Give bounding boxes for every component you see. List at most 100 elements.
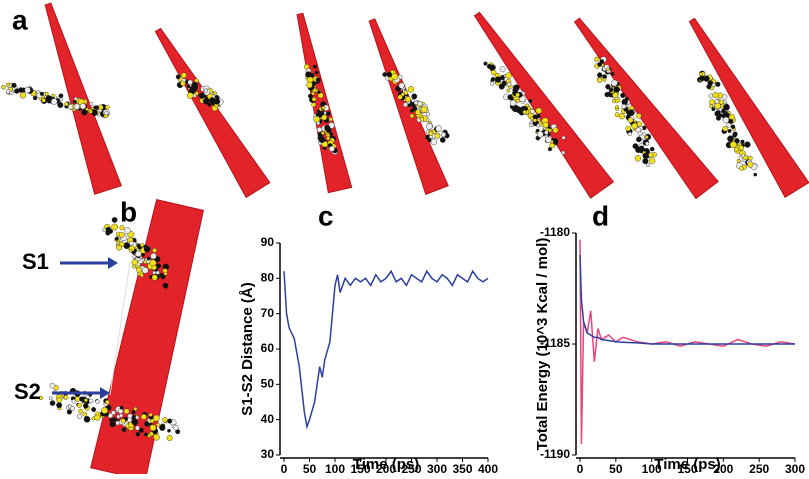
atom [621, 104, 627, 109]
atom [49, 400, 56, 406]
atom [136, 267, 142, 273]
atom [39, 91, 44, 96]
atom [152, 247, 158, 253]
atom [149, 431, 154, 437]
atom [535, 107, 542, 114]
atom [606, 67, 610, 72]
atom [612, 92, 619, 99]
atom [719, 113, 723, 118]
atom [67, 104, 74, 110]
x-tick-label: 250 [749, 462, 769, 474]
atom [155, 422, 160, 427]
atom [56, 402, 63, 409]
atom [637, 131, 643, 136]
atom [642, 152, 649, 160]
atom [626, 110, 632, 116]
atom [736, 159, 741, 163]
atom [420, 106, 428, 113]
atom [753, 172, 758, 177]
atom [631, 122, 638, 130]
atom [712, 92, 719, 99]
atom [58, 93, 64, 99]
atom [499, 66, 506, 73]
atom [82, 411, 88, 417]
atom [624, 96, 629, 102]
atom [414, 109, 421, 116]
atom [128, 248, 133, 253]
atom [139, 273, 144, 278]
atom [162, 282, 169, 289]
data-line [579, 239, 796, 444]
y-tick-label: 70 [261, 306, 275, 320]
atom [649, 157, 656, 164]
atom [435, 125, 443, 133]
atom [509, 99, 517, 107]
nanotube [473, 11, 615, 199]
atom [699, 75, 705, 82]
atom [740, 139, 745, 144]
atom [542, 121, 549, 129]
y-tick-label: 80 [261, 271, 275, 285]
atom [135, 250, 142, 257]
atom [321, 114, 328, 121]
y-tick-label: 90 [261, 235, 275, 249]
atom [91, 407, 97, 413]
x-axis-label: Time (ps) [353, 456, 419, 473]
atom [328, 117, 333, 122]
atom [411, 93, 418, 100]
atom [71, 399, 77, 404]
atom [505, 72, 512, 79]
atom [722, 116, 730, 124]
y-tick-label: 60 [261, 341, 275, 355]
atom [207, 102, 212, 107]
atom [111, 223, 118, 231]
atom [105, 105, 110, 110]
atom [490, 81, 495, 86]
atom [133, 406, 138, 411]
y-tick-label: 30 [261, 447, 275, 461]
y-axis-label: S1-S2 Distance (Å) [239, 282, 256, 415]
atom [409, 113, 415, 119]
atom [306, 81, 313, 89]
x-tick-label: 300 [785, 462, 805, 474]
atom [434, 133, 441, 139]
atom [81, 109, 88, 116]
atom [144, 421, 150, 427]
y-tick-label: 50 [261, 377, 275, 391]
atom [78, 408, 83, 414]
atom [199, 92, 206, 99]
atom [141, 253, 146, 257]
atom [5, 89, 11, 94]
atom [95, 399, 100, 404]
atom [59, 97, 64, 102]
atom [561, 150, 566, 155]
atom [544, 130, 549, 135]
atom [698, 72, 703, 77]
x-axis-label: Time (ps) [654, 456, 720, 473]
atom [506, 88, 511, 93]
atom [313, 115, 321, 123]
atom [77, 402, 82, 408]
atom [709, 99, 715, 105]
atom [391, 73, 399, 80]
atom [76, 413, 83, 420]
atom [501, 80, 507, 87]
atom [722, 126, 728, 132]
atom [727, 128, 732, 133]
atom [734, 138, 740, 144]
x-tick-label: 50 [609, 462, 623, 474]
atom [605, 84, 611, 90]
atom [532, 118, 537, 123]
nanotube [573, 17, 719, 200]
atom [118, 232, 125, 238]
data-line [283, 269, 489, 430]
atom [167, 418, 173, 424]
atom [63, 395, 69, 400]
panel-label: b [120, 196, 137, 227]
atom [615, 105, 619, 110]
atom [413, 100, 419, 106]
atom [515, 92, 520, 98]
atom [325, 111, 331, 117]
atom [186, 92, 194, 99]
atom [123, 242, 130, 249]
